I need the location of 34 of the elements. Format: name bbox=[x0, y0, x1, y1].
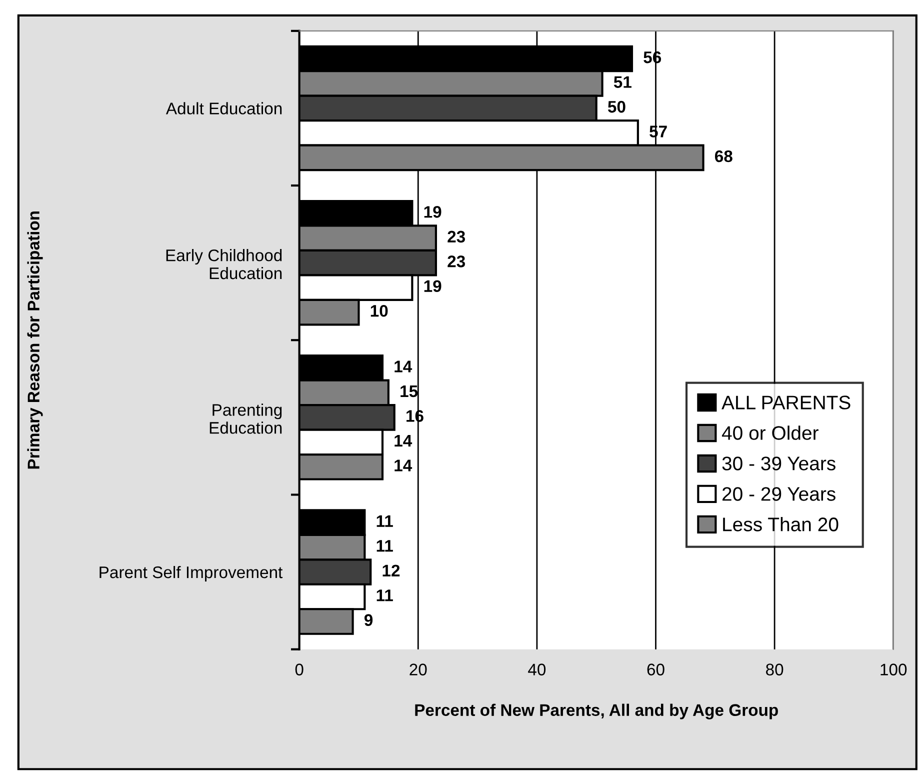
data-label: 12 bbox=[382, 564, 400, 576]
legend-label: 30 - 39 Years bbox=[722, 456, 836, 470]
x-tick-label: 0 bbox=[295, 664, 304, 676]
x-tick-label: 20 bbox=[410, 664, 427, 676]
x-axis-title: Percent of New Parents, All and by Age Group bbox=[415, 704, 778, 720]
data-label: 11 bbox=[376, 540, 393, 552]
legend-label: 40 or Older bbox=[722, 426, 818, 440]
y-tick-label: Parenting Education bbox=[210, 404, 282, 434]
data-label: 68 bbox=[714, 150, 732, 162]
data-label: 51 bbox=[614, 76, 632, 88]
data-label: 11 bbox=[376, 515, 393, 527]
x-tick-label: 80 bbox=[766, 664, 784, 676]
data-label: 19 bbox=[424, 280, 442, 292]
legend-label: Less Than 20 bbox=[723, 517, 838, 532]
legend-label: ALL PARENTS bbox=[722, 396, 850, 410]
data-label: 50 bbox=[608, 100, 626, 113]
data-label: 19 bbox=[424, 206, 442, 218]
data-label: 23 bbox=[448, 255, 465, 268]
data-label: 15 bbox=[400, 386, 418, 398]
y-tick-label: Parent Self Improvement bbox=[100, 566, 283, 582]
x-tick-label: 60 bbox=[647, 664, 664, 676]
y-axis-title: Primary Reason for Participation bbox=[27, 211, 43, 469]
y-tick-label: Adult Education bbox=[166, 102, 282, 114]
data-label: 14 bbox=[394, 360, 412, 372]
data-label: 23 bbox=[448, 230, 465, 243]
data-label: 11 bbox=[376, 590, 393, 602]
data-label: 10 bbox=[370, 304, 388, 317]
x-tick-label: 100 bbox=[880, 664, 907, 676]
data-label: 14 bbox=[394, 460, 412, 472]
legend-label: 20 - 29 Years bbox=[722, 487, 836, 501]
y-tick-label: Early Childhood Education bbox=[166, 249, 282, 280]
x-tick-label: 40 bbox=[528, 664, 546, 676]
data-label: 14 bbox=[394, 435, 412, 446]
data-label: 9 bbox=[364, 614, 373, 626]
